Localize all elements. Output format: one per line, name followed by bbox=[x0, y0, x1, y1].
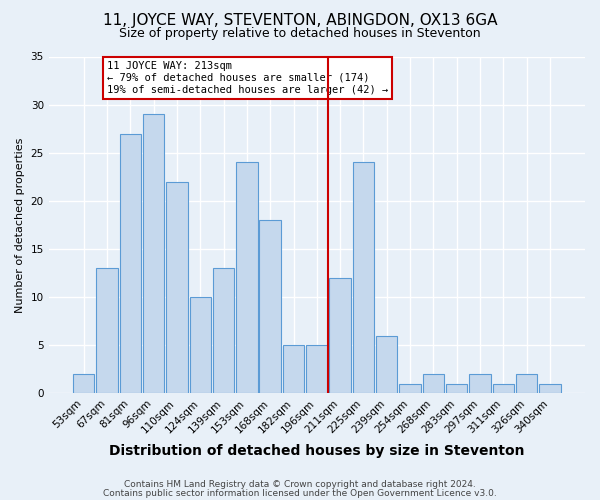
Bar bbox=[329, 278, 351, 394]
Y-axis label: Number of detached properties: Number of detached properties bbox=[15, 138, 25, 312]
Bar bbox=[119, 134, 141, 394]
Bar bbox=[97, 268, 118, 394]
Bar bbox=[143, 114, 164, 394]
Text: 11, JOYCE WAY, STEVENTON, ABINGDON, OX13 6GA: 11, JOYCE WAY, STEVENTON, ABINGDON, OX13… bbox=[103, 12, 497, 28]
Bar bbox=[376, 336, 397, 394]
Bar bbox=[73, 374, 94, 394]
Bar bbox=[446, 384, 467, 394]
Bar bbox=[516, 374, 538, 394]
Text: 11 JOYCE WAY: 213sqm
← 79% of detached houses are smaller (174)
19% of semi-deta: 11 JOYCE WAY: 213sqm ← 79% of detached h… bbox=[107, 62, 388, 94]
Bar bbox=[306, 346, 328, 394]
Bar bbox=[190, 297, 211, 394]
Bar bbox=[422, 374, 444, 394]
Bar bbox=[539, 384, 560, 394]
Text: Size of property relative to detached houses in Steventon: Size of property relative to detached ho… bbox=[119, 28, 481, 40]
Bar bbox=[353, 162, 374, 394]
Bar bbox=[283, 346, 304, 394]
Bar bbox=[493, 384, 514, 394]
Text: Contains public sector information licensed under the Open Government Licence v3: Contains public sector information licen… bbox=[103, 488, 497, 498]
Bar bbox=[469, 374, 491, 394]
Text: Contains HM Land Registry data © Crown copyright and database right 2024.: Contains HM Land Registry data © Crown c… bbox=[124, 480, 476, 489]
Bar bbox=[400, 384, 421, 394]
Bar bbox=[259, 220, 281, 394]
Bar bbox=[213, 268, 235, 394]
X-axis label: Distribution of detached houses by size in Steventon: Distribution of detached houses by size … bbox=[109, 444, 524, 458]
Bar bbox=[166, 182, 188, 394]
Bar bbox=[236, 162, 257, 394]
